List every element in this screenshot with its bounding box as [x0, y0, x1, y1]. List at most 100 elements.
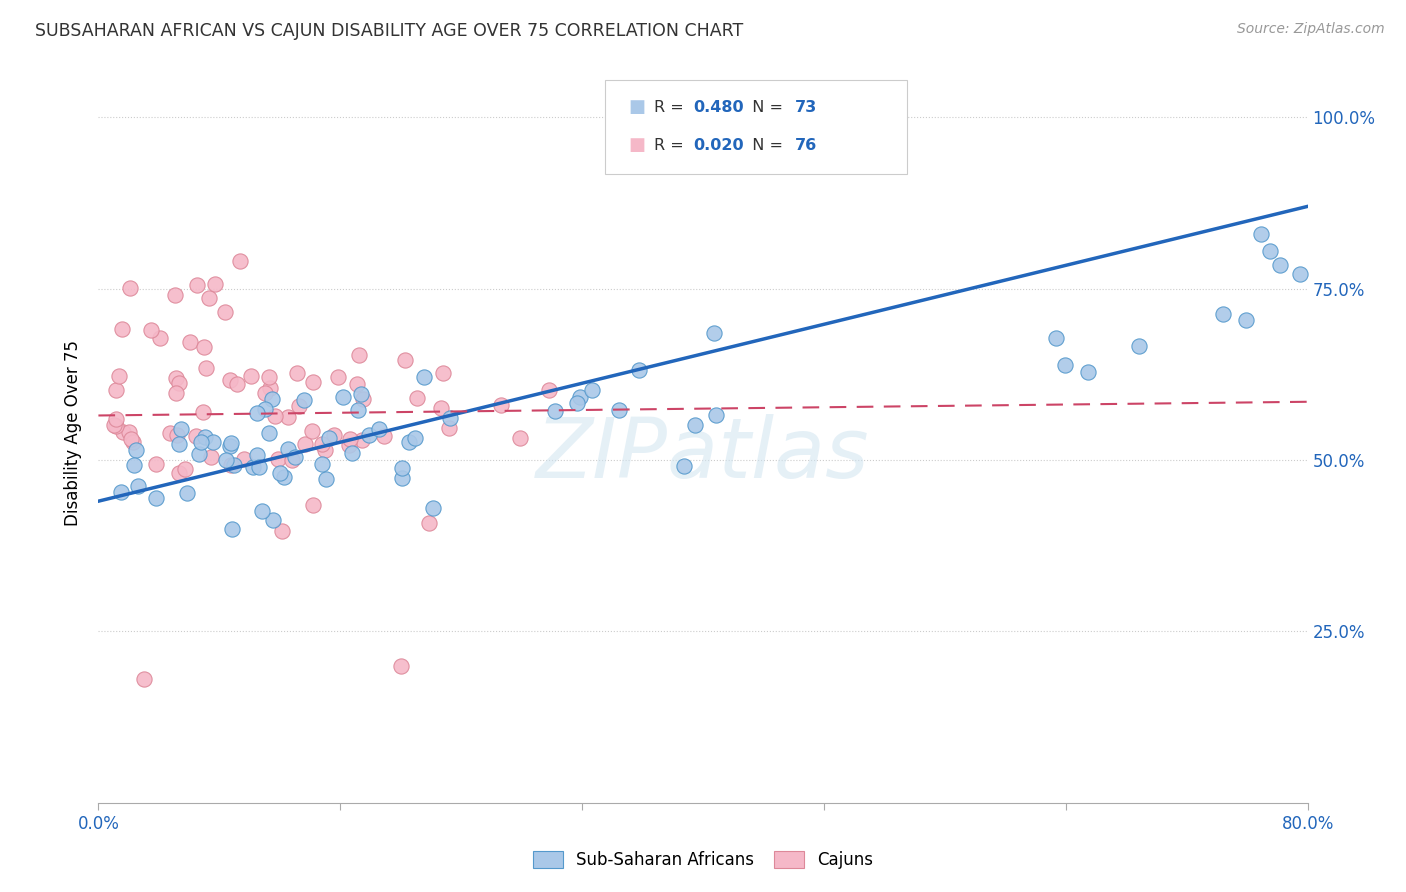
- Point: [166, 428, 188, 442]
- Point: [120, 432, 142, 446]
- Point: [544, 403, 567, 417]
- Text: R =: R =: [654, 138, 689, 153]
- Point: [246, 448, 269, 462]
- Point: [254, 386, 277, 401]
- Point: [352, 392, 374, 406]
- Point: [607, 402, 630, 417]
- Point: [219, 458, 242, 472]
- Point: [124, 458, 146, 472]
- Point: [163, 288, 186, 302]
- Point: [346, 377, 368, 392]
- Point: [165, 371, 187, 385]
- Text: R =: R =: [654, 100, 689, 114]
- Point: [368, 421, 391, 435]
- Point: [673, 458, 696, 473]
- Point: [110, 484, 132, 499]
- Point: [685, 417, 707, 432]
- Point: [422, 500, 444, 515]
- Point: [262, 392, 284, 407]
- Text: N =: N =: [742, 138, 789, 153]
- Point: [132, 673, 155, 687]
- Point: [315, 472, 337, 486]
- Point: [1289, 267, 1312, 281]
- Point: [301, 425, 323, 439]
- Point: [246, 406, 269, 420]
- Point: [145, 457, 167, 471]
- Text: 0.480: 0.480: [693, 100, 744, 114]
- Point: [108, 368, 131, 383]
- Point: [394, 352, 416, 367]
- Point: [176, 485, 198, 500]
- Point: [219, 436, 242, 450]
- Point: [1250, 227, 1272, 241]
- Point: [628, 363, 651, 377]
- Point: [281, 453, 304, 467]
- Point: [284, 450, 307, 465]
- Point: [437, 421, 460, 435]
- Text: 0.020: 0.020: [693, 138, 744, 153]
- Point: [104, 383, 127, 397]
- Point: [389, 658, 412, 673]
- Point: [1234, 313, 1257, 327]
- Point: [173, 462, 195, 476]
- Point: [193, 340, 215, 354]
- Point: [285, 366, 308, 380]
- Point: [1268, 258, 1291, 272]
- Legend: Sub-Saharan Africans, Cajuns: Sub-Saharan Africans, Cajuns: [526, 845, 880, 876]
- Point: [581, 383, 603, 397]
- Point: [159, 425, 181, 440]
- Point: [221, 523, 243, 537]
- Point: [706, 409, 728, 423]
- Point: [702, 326, 724, 341]
- Point: [104, 419, 127, 434]
- Point: [339, 432, 361, 446]
- Point: [1212, 307, 1234, 321]
- Point: [404, 431, 426, 445]
- Point: [489, 398, 512, 412]
- Point: [1258, 244, 1281, 258]
- Point: [122, 434, 145, 449]
- Point: [202, 434, 225, 449]
- Point: [1053, 358, 1076, 372]
- Point: [302, 375, 325, 389]
- Point: [418, 516, 440, 531]
- Point: [277, 410, 299, 425]
- Point: [269, 466, 291, 480]
- Point: [568, 390, 591, 404]
- Point: [509, 431, 531, 445]
- Point: [250, 504, 273, 518]
- Point: [350, 387, 373, 401]
- Point: [259, 426, 281, 441]
- Point: [225, 377, 247, 392]
- Point: [537, 384, 560, 398]
- Point: [254, 402, 277, 417]
- Point: [111, 425, 134, 439]
- Point: [311, 437, 333, 451]
- Point: [214, 452, 236, 467]
- Point: [346, 403, 368, 417]
- Point: [337, 438, 360, 452]
- Point: [273, 470, 295, 484]
- Point: [218, 439, 240, 453]
- Point: [233, 451, 256, 466]
- Point: [198, 291, 221, 305]
- Point: [264, 409, 287, 423]
- Y-axis label: Disability Age Over 75: Disability Age Over 75: [65, 340, 83, 525]
- Point: [1077, 365, 1099, 379]
- Point: [292, 392, 315, 407]
- Point: [430, 401, 453, 416]
- Point: [145, 491, 167, 505]
- Point: [1128, 339, 1150, 353]
- Point: [194, 361, 217, 376]
- Point: [120, 281, 142, 295]
- Point: [194, 430, 217, 444]
- Point: [301, 499, 323, 513]
- Point: [314, 443, 336, 458]
- Point: [240, 369, 263, 384]
- Point: [224, 458, 246, 472]
- Point: [277, 442, 299, 457]
- Point: [565, 396, 588, 410]
- Point: [179, 334, 201, 349]
- Point: [167, 437, 190, 451]
- Point: [318, 431, 340, 445]
